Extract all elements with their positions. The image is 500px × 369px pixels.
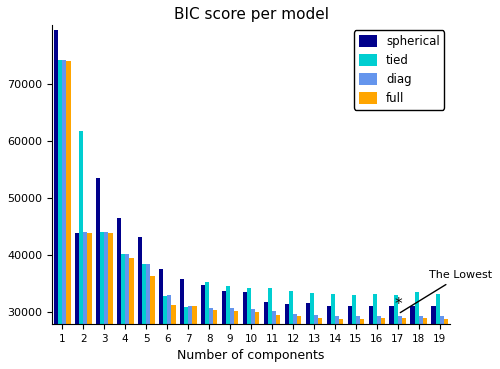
- Bar: [356, 316, 360, 369]
- Bar: [335, 316, 339, 369]
- Bar: [436, 294, 440, 369]
- Bar: [410, 306, 414, 369]
- Bar: [58, 61, 62, 369]
- Bar: [390, 306, 394, 369]
- Bar: [331, 294, 335, 369]
- Bar: [394, 295, 398, 369]
- Bar: [306, 303, 310, 369]
- Text: *: *: [394, 297, 402, 312]
- X-axis label: Number of components: Number of components: [178, 349, 324, 362]
- Bar: [314, 315, 318, 369]
- Bar: [130, 258, 134, 369]
- Bar: [284, 304, 289, 369]
- Bar: [222, 291, 226, 369]
- Bar: [75, 232, 79, 369]
- Bar: [163, 296, 167, 369]
- Bar: [125, 254, 130, 369]
- Bar: [297, 316, 302, 369]
- Bar: [414, 292, 419, 369]
- Bar: [146, 265, 150, 369]
- Bar: [372, 294, 377, 369]
- Bar: [242, 292, 247, 369]
- Bar: [326, 306, 331, 369]
- Bar: [117, 218, 121, 369]
- Bar: [289, 291, 293, 369]
- Bar: [268, 289, 272, 369]
- Bar: [398, 316, 402, 369]
- Bar: [368, 306, 372, 369]
- Bar: [318, 318, 322, 369]
- Bar: [247, 289, 251, 369]
- Bar: [84, 232, 87, 369]
- Bar: [402, 318, 406, 369]
- Bar: [159, 269, 163, 369]
- Bar: [419, 316, 423, 369]
- Bar: [138, 237, 142, 369]
- Bar: [192, 306, 196, 369]
- Bar: [104, 232, 108, 369]
- Bar: [264, 302, 268, 369]
- Bar: [339, 319, 344, 369]
- Bar: [276, 315, 280, 369]
- Bar: [142, 265, 146, 369]
- Bar: [440, 316, 444, 369]
- Bar: [352, 295, 356, 369]
- Bar: [348, 306, 352, 369]
- Bar: [54, 30, 58, 369]
- Bar: [423, 317, 428, 369]
- Bar: [377, 316, 381, 369]
- Bar: [272, 311, 276, 369]
- Bar: [432, 306, 436, 369]
- Bar: [256, 312, 260, 369]
- Bar: [444, 319, 448, 369]
- Bar: [293, 314, 297, 369]
- Bar: [188, 306, 192, 369]
- Bar: [96, 179, 100, 369]
- Bar: [234, 311, 238, 369]
- Bar: [200, 285, 205, 369]
- Bar: [79, 131, 84, 369]
- Bar: [66, 61, 70, 369]
- Bar: [310, 293, 314, 369]
- Bar: [251, 309, 256, 369]
- Bar: [360, 319, 364, 369]
- Text: The Lowest: The Lowest: [400, 270, 492, 313]
- Legend: spherical, tied, diag, full: spherical, tied, diag, full: [354, 30, 444, 110]
- Title: BIC score per model: BIC score per model: [174, 7, 328, 22]
- Bar: [100, 232, 104, 369]
- Bar: [184, 307, 188, 369]
- Bar: [226, 286, 230, 369]
- Bar: [230, 308, 234, 369]
- Bar: [62, 61, 66, 369]
- Bar: [150, 276, 154, 369]
- Bar: [172, 305, 175, 369]
- Bar: [167, 295, 172, 369]
- Bar: [214, 310, 218, 369]
- Bar: [88, 232, 92, 369]
- Bar: [121, 254, 125, 369]
- Bar: [209, 308, 214, 369]
- Bar: [180, 279, 184, 369]
- Bar: [381, 318, 386, 369]
- Bar: [108, 233, 112, 369]
- Bar: [205, 282, 209, 369]
